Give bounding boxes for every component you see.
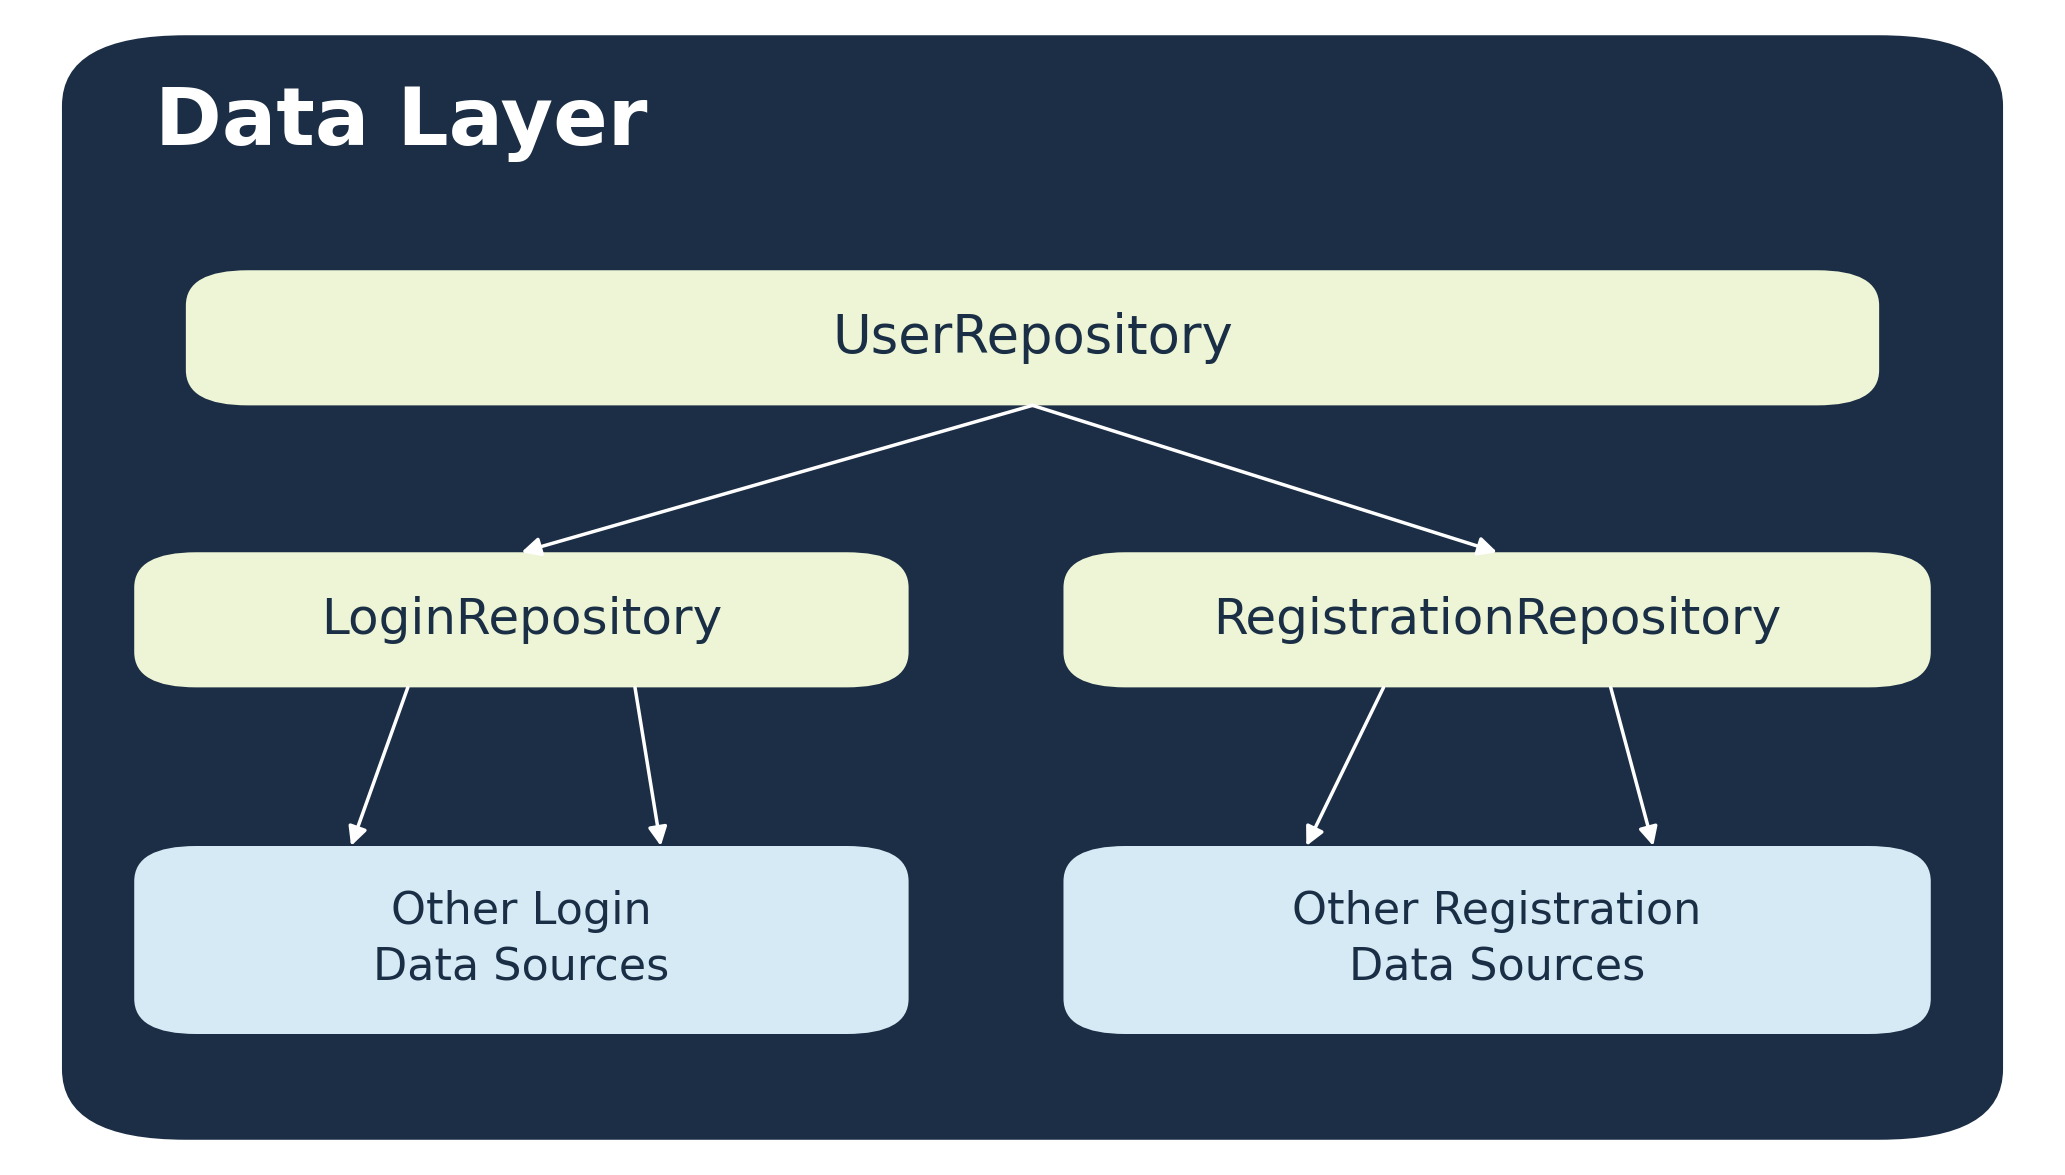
FancyBboxPatch shape [186, 270, 1879, 405]
Text: Other Login
Data Sources: Other Login Data Sources [374, 891, 669, 989]
FancyBboxPatch shape [134, 846, 909, 1034]
Text: RegistrationRepository: RegistrationRepository [1212, 596, 1782, 644]
Text: LoginRepository: LoginRepository [320, 596, 723, 644]
Text: UserRepository: UserRepository [832, 311, 1233, 364]
FancyBboxPatch shape [62, 35, 2003, 1140]
Text: Data Layer: Data Layer [155, 85, 646, 162]
Text: Other Registration
Data Sources: Other Registration Data Sources [1293, 891, 1702, 989]
FancyBboxPatch shape [1063, 846, 1931, 1034]
FancyBboxPatch shape [1063, 552, 1931, 687]
FancyBboxPatch shape [134, 552, 909, 687]
